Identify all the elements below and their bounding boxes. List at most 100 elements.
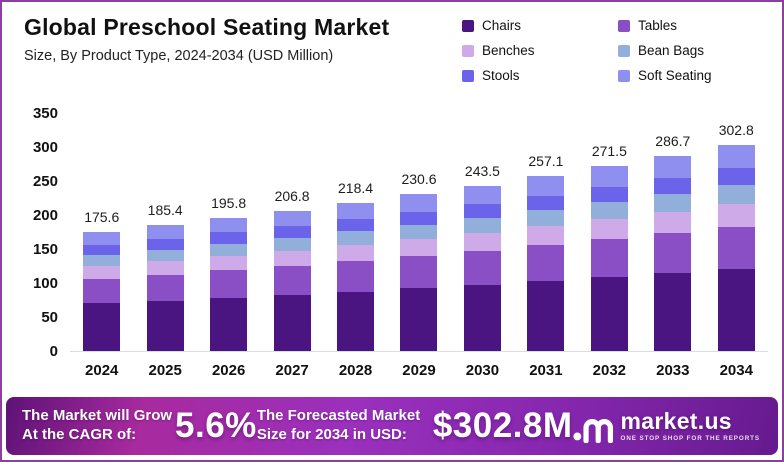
bar-segment-tables xyxy=(146,274,184,301)
bar-segment-soft-seating xyxy=(273,210,311,226)
x-axis-label-2031: 2031 xyxy=(529,362,563,379)
bar-group-2032: 271.5 xyxy=(578,143,641,351)
x-axis-label-2029: 2029 xyxy=(402,362,436,379)
bar-group-2030: 243.5 xyxy=(451,163,514,351)
bar-segment-stools xyxy=(146,238,184,250)
legend-item-soft-seating: Soft Seating xyxy=(618,68,768,83)
y-tick-label: 350 xyxy=(32,105,58,122)
bar-segment-bean-bags xyxy=(654,194,692,212)
bar-group-2026: 195.8 xyxy=(197,195,260,351)
brand-text: market.us ONE STOP SHOP FOR THE REPORTS xyxy=(620,407,760,442)
bar-segment-soft-seating xyxy=(717,145,755,168)
brand-name: market.us xyxy=(620,407,732,434)
legend-item-chairs: Chairs xyxy=(462,18,612,33)
bar-segment-benches xyxy=(463,232,501,251)
bar-segment-chairs xyxy=(337,291,375,351)
bar-segment-tables xyxy=(527,245,565,282)
y-tick-label: 200 xyxy=(32,207,58,224)
legend-swatch xyxy=(462,69,474,82)
bar-value-label: 230.6 xyxy=(401,171,437,188)
bar-segment-benches xyxy=(337,244,375,262)
x-axis-label-2025: 2025 xyxy=(148,362,182,379)
bar-segment-benches xyxy=(83,265,121,279)
bar-value-label: 175.6 xyxy=(84,208,120,225)
bar-segment-chairs xyxy=(590,277,628,351)
bar-segment-bean-bags xyxy=(337,231,375,245)
bar-segment-tables xyxy=(654,233,692,273)
bar-value-label: 286.7 xyxy=(655,133,691,150)
bar-segment-soft-seating xyxy=(463,185,501,204)
x-axis-label-2027: 2027 xyxy=(275,362,309,379)
bar-segment-bean-bags xyxy=(527,210,565,227)
bar-segment-bean-bags xyxy=(83,254,121,266)
bar-segment-tables xyxy=(273,265,311,295)
bar-group-2027: 206.8 xyxy=(260,188,323,351)
bar-segment-tables xyxy=(210,270,248,298)
bar-segment-soft-seating xyxy=(146,224,184,239)
stacked-bar-2026 xyxy=(210,217,248,351)
stacked-bar-2030 xyxy=(463,185,501,351)
bar-segment-bean-bags xyxy=(463,217,501,233)
stacked-bar-2031 xyxy=(527,176,565,351)
bar-value-label: 257.1 xyxy=(528,153,564,170)
bar-segment-benches xyxy=(590,219,628,240)
bar-segment-chairs xyxy=(654,273,692,351)
legend-item-benches: Benches xyxy=(462,43,612,58)
bar-value-label: 206.8 xyxy=(274,187,310,204)
bar-group-2025: 185.4 xyxy=(133,202,196,351)
x-axis-label-2030: 2030 xyxy=(465,362,500,379)
bar-segment-stools xyxy=(717,167,755,186)
bar-segment-soft-seating xyxy=(654,156,692,178)
bar-group-2033: 286.7 xyxy=(641,133,704,351)
bar-segment-chairs xyxy=(527,281,565,351)
legend-swatch xyxy=(462,44,474,57)
bar-segment-stools xyxy=(210,232,248,244)
bar-segment-tables xyxy=(590,239,628,278)
bar-segment-chairs xyxy=(146,300,184,351)
cagr-label: The Market will Grow At the CAGR of: xyxy=(22,407,173,443)
legend-item-tables: Tables xyxy=(618,18,768,33)
bar-value-label: 218.4 xyxy=(338,179,374,196)
bar-value-label: 271.5 xyxy=(591,143,627,160)
page-subtitle: Size, By Product Type, 2024-2034 (USD Mi… xyxy=(24,48,334,64)
bar-segment-benches xyxy=(527,226,565,246)
bar-segment-chairs xyxy=(83,303,121,351)
stacked-bar-2028 xyxy=(337,202,375,351)
bar-segment-bean-bags xyxy=(717,185,755,204)
bar-segment-bean-bags xyxy=(146,249,184,261)
bar-segment-benches xyxy=(654,211,692,233)
legend-swatch xyxy=(462,19,474,32)
bar-segment-chairs xyxy=(400,288,438,351)
title-block: Global Preschool Seating Market Size, By… xyxy=(24,12,389,64)
cagr-value: 5.6% xyxy=(175,406,257,445)
bar-segment-chairs xyxy=(463,284,501,351)
bar-segment-bean-bags xyxy=(273,237,311,251)
y-tick-label: 250 xyxy=(32,173,58,190)
x-axis-labels: 2024 2025 2026 2027 2028 2029 2030 2031 2032 2033… xyxy=(70,362,768,379)
bar-segment-bean-bags xyxy=(400,224,438,239)
bar-value-label: 302.8 xyxy=(718,122,754,139)
bar-segment-soft-seating xyxy=(337,202,375,219)
bar-segment-benches xyxy=(146,260,184,275)
footer-banner: The Market will Grow At the CAGR of: 5.6… xyxy=(6,397,778,455)
bar-segment-tables xyxy=(337,261,375,292)
stacked-bar-2027 xyxy=(273,210,311,351)
bar-segment-soft-seating xyxy=(590,166,628,187)
stacked-bar-2032 xyxy=(590,166,628,351)
bar-segment-soft-seating xyxy=(83,231,121,245)
bar-segment-bean-bags xyxy=(590,202,628,220)
bar-value-label: 185.4 xyxy=(147,201,183,218)
y-axis: 0 50 100 150 200 250 300 350 xyxy=(16,96,58,390)
legend-label: Stools xyxy=(482,68,520,83)
header: Global Preschool Seating Market Size, By… xyxy=(2,2,782,94)
stacked-bar-2034 xyxy=(717,145,755,351)
bar-segment-tables xyxy=(400,256,438,289)
bar-segment-stools xyxy=(527,195,565,211)
bar-group-2028: 218.4 xyxy=(324,180,387,351)
legend-label: Benches xyxy=(482,43,535,58)
legend-swatch xyxy=(618,69,630,82)
bar-segment-benches xyxy=(400,238,438,257)
y-tick-label: 50 xyxy=(41,309,58,326)
stacked-bar-2024 xyxy=(83,231,121,351)
bar-group-2034: 302.8 xyxy=(705,122,768,351)
